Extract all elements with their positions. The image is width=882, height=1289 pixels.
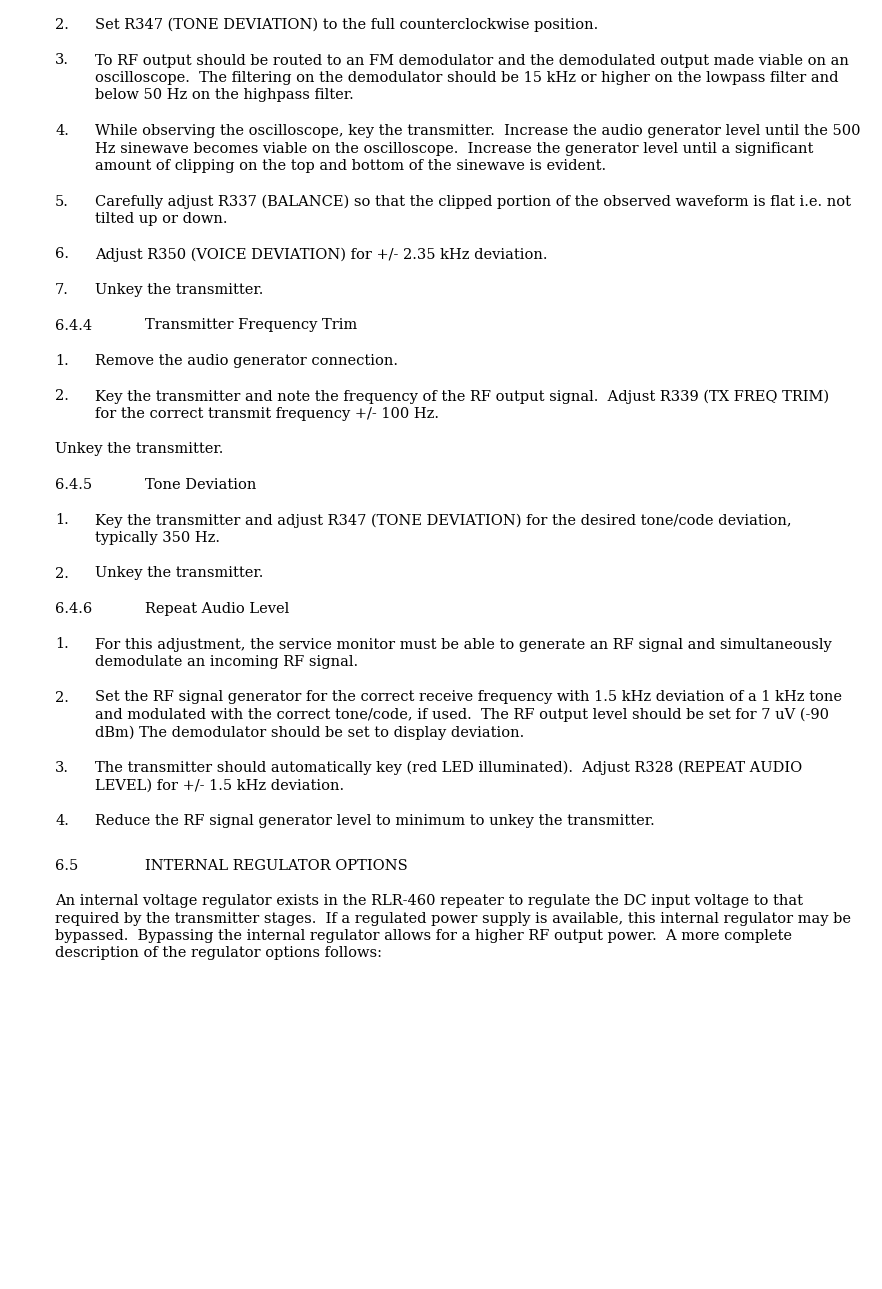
Text: and modulated with the correct tone/code, if used.  The RF output level should b: and modulated with the correct tone/code… xyxy=(95,708,829,722)
Text: 2.: 2. xyxy=(55,389,69,403)
Text: 1.: 1. xyxy=(55,354,69,367)
Text: dBm) The demodulator should be set to display deviation.: dBm) The demodulator should be set to di… xyxy=(95,726,524,740)
Text: demodulate an incoming RF signal.: demodulate an incoming RF signal. xyxy=(95,655,358,669)
Text: While observing the oscilloscope, key the transmitter.  Increase the audio gener: While observing the oscilloscope, key th… xyxy=(95,124,861,138)
Text: Reduce the RF signal generator level to minimum to unkey the transmitter.: Reduce the RF signal generator level to … xyxy=(95,813,654,828)
Text: 2.: 2. xyxy=(55,566,69,580)
Text: Repeat Audio Level: Repeat Audio Level xyxy=(145,602,289,616)
Text: Remove the audio generator connection.: Remove the audio generator connection. xyxy=(95,354,398,367)
Text: Set the RF signal generator for the correct receive frequency with 1.5 kHz devia: Set the RF signal generator for the corr… xyxy=(95,691,842,705)
Text: Carefully adjust R337 (BALANCE) so that the clipped portion of the observed wave: Carefully adjust R337 (BALANCE) so that … xyxy=(95,195,851,209)
Text: 4.: 4. xyxy=(55,813,69,828)
Text: 6.5: 6.5 xyxy=(55,858,78,873)
Text: typically 350 Hz.: typically 350 Hz. xyxy=(95,531,220,545)
Text: oscilloscope.  The filtering on the demodulator should be 15 kHz or higher on th: oscilloscope. The filtering on the demod… xyxy=(95,71,839,85)
Text: tilted up or down.: tilted up or down. xyxy=(95,211,228,226)
Text: Tone Deviation: Tone Deviation xyxy=(145,478,257,492)
Text: Unkey the transmitter.: Unkey the transmitter. xyxy=(95,566,264,580)
Text: for the correct transmit frequency +/- 100 Hz.: for the correct transmit frequency +/- 1… xyxy=(95,407,439,422)
Text: 2.: 2. xyxy=(55,691,69,705)
Text: description of the regulator options follows:: description of the regulator options fol… xyxy=(55,946,382,960)
Text: Hz sinewave becomes viable on the oscilloscope.  Increase the generator level un: Hz sinewave becomes viable on the oscill… xyxy=(95,142,813,156)
Text: Set R347 (TONE DEVIATION) to the full counterclockwise position.: Set R347 (TONE DEVIATION) to the full co… xyxy=(95,18,598,32)
Text: Key the transmitter and adjust R347 (TONE DEVIATION) for the desired tone/code d: Key the transmitter and adjust R347 (TON… xyxy=(95,513,792,528)
Text: required by the transmitter stages.  If a regulated power supply is available, t: required by the transmitter stages. If a… xyxy=(55,911,851,926)
Text: 5.: 5. xyxy=(55,195,69,209)
Text: Transmitter Frequency Trim: Transmitter Frequency Trim xyxy=(145,318,357,333)
Text: Unkey the transmitter.: Unkey the transmitter. xyxy=(55,442,223,456)
Text: INTERNAL REGULATOR OPTIONS: INTERNAL REGULATOR OPTIONS xyxy=(145,858,407,873)
Text: Adjust R350 (VOICE DEVIATION) for +/- 2.35 kHz deviation.: Adjust R350 (VOICE DEVIATION) for +/- 2.… xyxy=(95,247,548,262)
Text: 1.: 1. xyxy=(55,513,69,527)
Text: The transmitter should automatically key (red LED illuminated).  Adjust R328 (RE: The transmitter should automatically key… xyxy=(95,761,803,776)
Text: below 50 Hz on the highpass filter.: below 50 Hz on the highpass filter. xyxy=(95,89,354,103)
Text: 3.: 3. xyxy=(55,761,69,775)
Text: Unkey the transmitter.: Unkey the transmitter. xyxy=(95,284,264,296)
Text: 2.: 2. xyxy=(55,18,69,32)
Text: 6.4.5: 6.4.5 xyxy=(55,478,92,492)
Text: To RF output should be routed to an FM demodulator and the demodulated output ma: To RF output should be routed to an FM d… xyxy=(95,54,848,67)
Text: 7.: 7. xyxy=(55,284,69,296)
Text: An internal voltage regulator exists in the RLR-460 repeater to regulate the DC : An internal voltage regulator exists in … xyxy=(55,895,803,907)
Text: 6.: 6. xyxy=(55,247,69,262)
Text: amount of clipping on the top and bottom of the sinewave is evident.: amount of clipping on the top and bottom… xyxy=(95,159,606,173)
Text: 6.4.4: 6.4.4 xyxy=(55,318,92,333)
Text: Key the transmitter and note the frequency of the RF output signal.  Adjust R339: Key the transmitter and note the frequen… xyxy=(95,389,829,403)
Text: bypassed.  Bypassing the internal regulator allows for a higher RF output power.: bypassed. Bypassing the internal regulat… xyxy=(55,929,792,944)
Text: For this adjustment, the service monitor must be able to generate an RF signal a: For this adjustment, the service monitor… xyxy=(95,638,832,651)
Text: 3.: 3. xyxy=(55,54,69,67)
Text: 4.: 4. xyxy=(55,124,69,138)
Text: LEVEL) for +/- 1.5 kHz deviation.: LEVEL) for +/- 1.5 kHz deviation. xyxy=(95,779,344,793)
Text: 6.4.6: 6.4.6 xyxy=(55,602,93,616)
Text: 1.: 1. xyxy=(55,638,69,651)
